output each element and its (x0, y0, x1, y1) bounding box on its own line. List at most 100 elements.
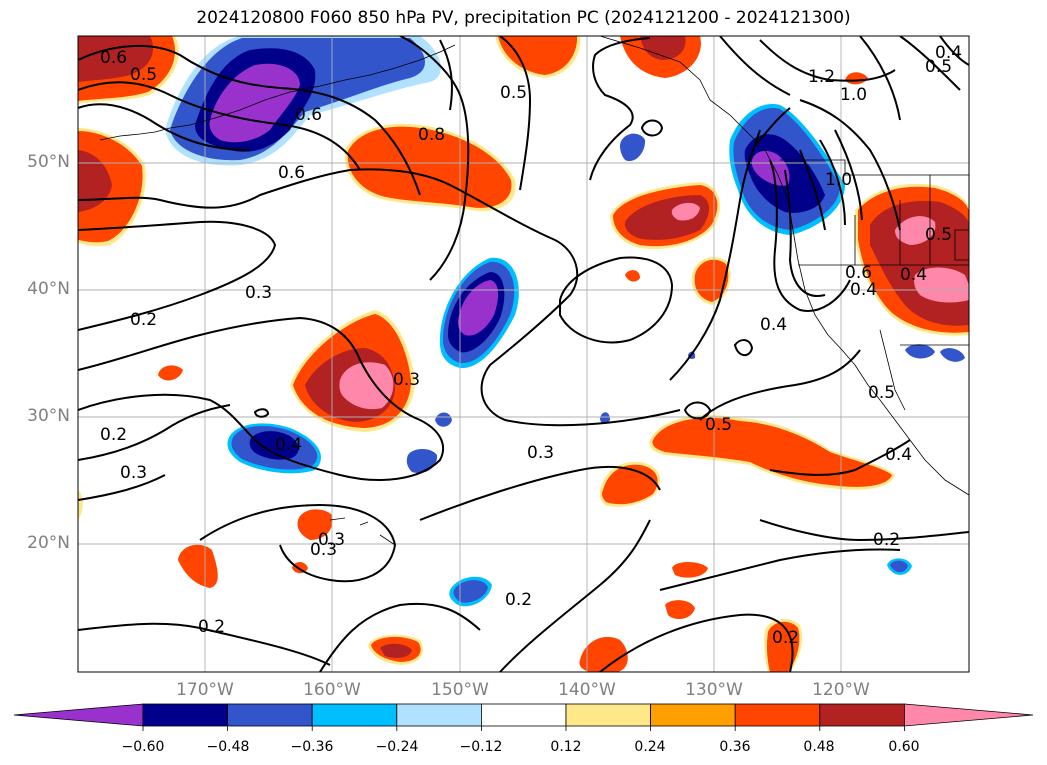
colorbar-segment (396, 703, 482, 727)
contour-label: 0.3 (310, 540, 337, 560)
contour-label: 0.4 (885, 445, 912, 465)
positive-anomaly-region (652, 417, 892, 487)
contour-label: 0.4 (900, 265, 927, 285)
map-frame (77, 35, 970, 673)
contour-label: 0.4 (935, 43, 962, 63)
positive-anomaly-region (625, 270, 640, 282)
negative-anomaly-region (453, 580, 488, 603)
positive-anomaly-region (158, 365, 183, 381)
positive-anomaly-region (339, 362, 394, 410)
colorbar-segment (650, 703, 736, 727)
lon-label-150w: 150°W (431, 680, 489, 700)
positive-anomaly-region (671, 202, 700, 221)
contour-label: 0.5 (868, 383, 895, 403)
colorbar-tick-label: −0.12 (459, 739, 503, 755)
positive-anomaly-region (380, 643, 412, 658)
colorbar-extend-max (904, 703, 1034, 727)
contour-label: 1.2 (808, 67, 835, 87)
contour-label: 0.2 (198, 617, 225, 637)
colorbar-segment (565, 703, 651, 727)
colorbar-tick-label: 0.12 (550, 739, 582, 755)
contour-label: 0.2 (772, 628, 799, 648)
positive-anomaly-region (292, 562, 308, 574)
contour-label: 0.5 (500, 83, 527, 103)
contour-label: 0.6 (278, 163, 305, 183)
coastlines (99, 36, 969, 546)
negative-anomaly-region (905, 344, 935, 359)
lon-label-160w: 160°W (303, 680, 361, 700)
negative-anomaly-region (458, 280, 499, 336)
contour-label: 1.0 (840, 85, 867, 105)
contour-label: 0.3 (318, 530, 345, 550)
contour-label: 1.0 (825, 170, 852, 190)
contour-label: 0.6 (100, 48, 127, 68)
colorbar-tick-label: −0.24 (375, 739, 419, 755)
positive-anomaly-region (665, 600, 695, 620)
positive-anomaly-region (78, 150, 112, 212)
lat-label-50n: 50°N (27, 152, 70, 172)
colorbar-segment (819, 703, 905, 727)
lon-label-130w: 130°W (685, 680, 743, 700)
positive-anomaly-region (672, 562, 708, 578)
colorbar-tick-label: 0.36 (719, 739, 751, 755)
positive-anomaly-region (178, 544, 218, 588)
contour-label: 0.4 (850, 280, 877, 300)
positive-anomaly-region (347, 126, 512, 208)
colorbar-tick-label: 0.48 (803, 739, 835, 755)
lon-label-120w: 120°W (812, 680, 870, 700)
colorbar-extend-min (13, 703, 144, 727)
positive-anomaly-region (78, 36, 154, 82)
colorbar-tick-label: 0.60 (888, 739, 920, 755)
positive-anomaly-region (579, 636, 628, 672)
colorbar-segment (480, 703, 567, 727)
contour-label: 0.5 (925, 225, 952, 245)
positive-anomaly-region (694, 259, 729, 302)
negative-anomaly-region (890, 560, 908, 573)
contour-label: 0.2 (130, 310, 157, 330)
negative-anomaly-region (600, 412, 610, 424)
colorbar (13, 703, 1034, 731)
contour-label: 0.5 (705, 415, 732, 435)
contour-label: 0.6 (845, 263, 872, 283)
negative-anomaly-region (209, 63, 300, 143)
colorbar-segment (142, 703, 228, 727)
positive-anomaly-region (640, 36, 686, 60)
positive-anomaly-region (78, 490, 83, 520)
colorbar-tick-label: 0.24 (634, 739, 666, 755)
contour-label: 0.3 (120, 463, 147, 483)
pv-contours (78, 36, 969, 672)
contour-label: 0.2 (873, 530, 900, 550)
contour-label: 0.2 (505, 590, 532, 610)
negative-anomaly-region (620, 133, 646, 162)
contour-label: 0.4 (275, 435, 302, 455)
lat-label-40n: 40°N (27, 279, 70, 299)
colorbar-tick-label: −0.48 (206, 739, 250, 755)
contour-label: 0.2 (100, 425, 127, 445)
lat-label-30n: 30°N (27, 406, 70, 426)
map-plot-area: 0.6 0.5 0.6 0.8 0.5 0.6 0.3 0.2 0.3 0.2 … (78, 36, 969, 672)
lat-label-20n: 20°N (27, 533, 70, 553)
lon-label-170w: 170°W (176, 680, 234, 700)
page-title: 2024120800 F060 850 hPa PV, precipitatio… (196, 8, 851, 28)
contour-label: 0.3 (245, 283, 272, 303)
contour-label: 0.3 (393, 370, 420, 390)
colorbar-segment (227, 703, 313, 727)
negative-anomaly-region (940, 348, 965, 362)
contour-label: 0.6 (295, 105, 322, 125)
contour-label: 0.5 (130, 65, 157, 85)
positive-anomaly-region (914, 267, 969, 303)
contour-label: 0.8 (418, 125, 445, 145)
pv-contour-labels: 0.6 0.5 0.6 0.8 0.5 0.6 0.3 0.2 0.3 0.2 … (100, 43, 962, 648)
negative-anomaly-region (249, 431, 299, 460)
colorbar-segment (734, 703, 821, 727)
lon-label-140w: 140°W (558, 680, 616, 700)
positive-anomaly-region (297, 509, 333, 540)
colorbar-tick-label: −0.60 (121, 739, 165, 755)
contour-label: 0.3 (527, 443, 554, 463)
negative-anomaly-region (435, 412, 452, 427)
negative-anomaly-region (751, 150, 790, 186)
positive-anomaly-region (895, 216, 936, 245)
positive-anomaly-region (498, 36, 578, 75)
colorbar-segment (311, 703, 398, 727)
